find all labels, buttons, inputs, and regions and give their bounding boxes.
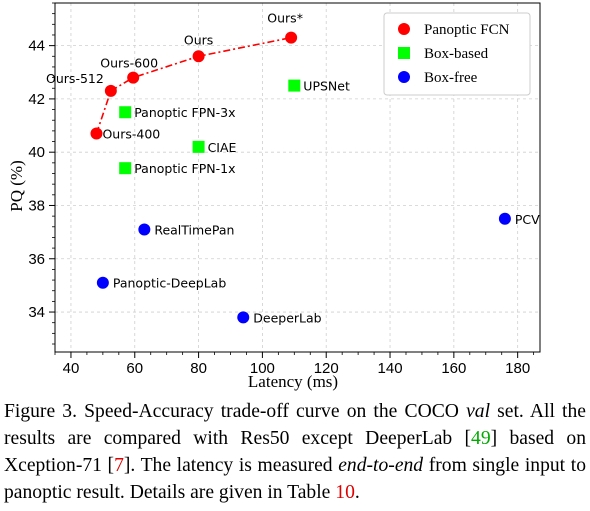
x-tick-label: 60 bbox=[126, 360, 143, 377]
figure-caption: Figure 3. Speed-Accuracy trade-off curve… bbox=[4, 401, 587, 503]
legend-label: Panoptic FCN bbox=[424, 22, 510, 38]
y-tick-label: 44 bbox=[28, 38, 45, 55]
y-axis-title: PQ (%) bbox=[7, 160, 26, 211]
legend-box bbox=[383, 12, 531, 96]
data-point bbox=[192, 140, 205, 153]
x-tick-label: 180 bbox=[505, 360, 530, 377]
legend-marker bbox=[398, 71, 410, 83]
data-label: Ours bbox=[184, 32, 213, 47]
data-point bbox=[127, 71, 140, 84]
x-tick-label: 160 bbox=[441, 360, 466, 377]
data-label: Panoptic-DeepLab bbox=[113, 276, 226, 291]
x-axis-title: Latency (ms) bbox=[248, 372, 338, 391]
x-tick-label: 100 bbox=[250, 360, 275, 377]
data-label: PCV bbox=[515, 212, 540, 227]
x-tick-label: 140 bbox=[378, 360, 403, 377]
series-box-free: PCV RealTimePan Panoptic-DeepLab DeeperLab bbox=[96, 212, 540, 325]
data-label: Ours-512 bbox=[46, 71, 104, 86]
data-point bbox=[138, 223, 151, 236]
data-label: Ours* bbox=[267, 11, 303, 26]
data-label: Panoptic FPN-3x bbox=[134, 105, 235, 120]
y-tick-label: 40 bbox=[28, 144, 45, 161]
data-label: UPSNet bbox=[303, 79, 350, 94]
legend-label: Box-free bbox=[424, 70, 478, 86]
data-point bbox=[237, 311, 250, 324]
legend-marker bbox=[398, 47, 410, 59]
y-tick-label: 34 bbox=[28, 304, 45, 321]
data-label: Ours-400 bbox=[102, 127, 160, 142]
series-box-based: UPSNet Panoptic FPN-3x CIAE Panoptic FPN-1x bbox=[119, 79, 350, 176]
legend-marker bbox=[398, 23, 410, 35]
y-tick-label: 38 bbox=[28, 197, 45, 214]
y-tick-label: 36 bbox=[28, 251, 45, 268]
data-point bbox=[288, 79, 301, 92]
data-point bbox=[119, 106, 132, 119]
data-label: CIAE bbox=[208, 140, 237, 155]
x-tick-label: 80 bbox=[190, 360, 207, 377]
legend: Panoptic FCN Box-based Box-free bbox=[383, 12, 531, 96]
y-tick-label: 42 bbox=[28, 91, 45, 108]
data-point bbox=[104, 84, 117, 97]
data-point bbox=[498, 212, 511, 225]
scatter-chart: 40 60 80 100 120 140 160 180 34 36 38 40 42 44 Ours-4… bbox=[7, 2, 541, 391]
data-point bbox=[192, 50, 205, 63]
x-tick-label: 120 bbox=[314, 360, 339, 377]
data-label: DeeperLab bbox=[253, 310, 321, 325]
axes: 40 60 80 100 120 140 160 180 34 36 38 40 42 44 bbox=[28, 2, 541, 377]
data-label: RealTimePan bbox=[154, 222, 234, 237]
x-tick-label: 40 bbox=[63, 360, 80, 377]
data-point bbox=[90, 127, 103, 140]
legend-label: Box-based bbox=[424, 46, 489, 62]
data-point bbox=[119, 162, 132, 175]
data-point bbox=[96, 276, 109, 289]
plot-frame bbox=[54, 2, 541, 353]
data-point bbox=[285, 31, 298, 44]
data-label: Panoptic FPN-1x bbox=[134, 161, 235, 176]
data-label: Ours-600 bbox=[100, 56, 158, 71]
